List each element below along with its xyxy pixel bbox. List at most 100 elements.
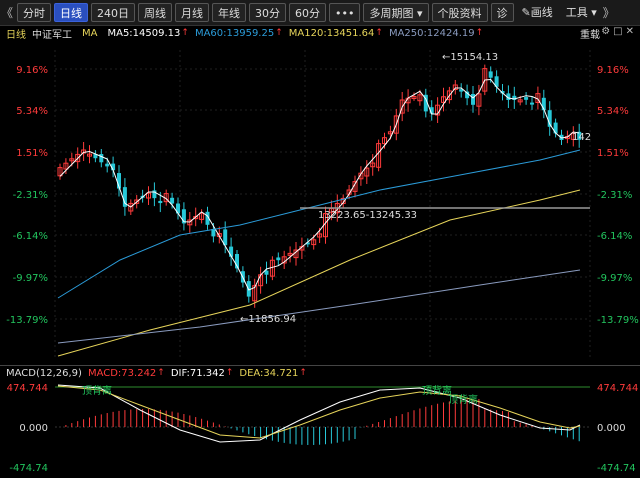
tab-intraday[interactable]: 分时 [17, 3, 51, 22]
tab-30min[interactable]: 30分 [249, 3, 286, 22]
up-arrow-icon: ↑ [157, 368, 165, 378]
up-arrow-icon: ↑ [375, 28, 383, 38]
macd-chart[interactable]: 474.744 0.000 -474.74 474.744 0.000 -474… [0, 380, 640, 478]
macd-info-bar: MACD(12,26,9) MACD:73.242 ↑ DIF:71.342 ↑ D… [0, 366, 640, 380]
candle-body [553, 122, 558, 134]
candle-body [488, 71, 493, 78]
candle-body [570, 132, 576, 140]
multi-period-button[interactable]: 多周期图 ▾ [363, 3, 429, 22]
candle-body [128, 202, 134, 212]
draw-line-button[interactable]: ✎画线 [517, 3, 558, 22]
dea-value: DEA:34.721 [239, 367, 299, 379]
multi-period-label: 多周期图 [369, 7, 414, 20]
dif-line [57, 384, 581, 443]
candle-body [452, 84, 458, 90]
candle-body [105, 163, 110, 167]
left-axis-label: 1.51% [16, 148, 48, 159]
candle-body [411, 96, 417, 100]
candle-body [317, 233, 323, 238]
nav-right-icon[interactable]: 》 [602, 6, 615, 20]
candle-body [517, 99, 523, 103]
tab-240day[interactable]: 240日 [91, 3, 135, 22]
ma60-line [57, 149, 581, 299]
left-axis-label: -6.14% [13, 231, 48, 242]
ma120-value: MA120:13451.64 [288, 27, 375, 39]
candlesticks [57, 64, 582, 308]
candle-body [399, 99, 405, 114]
divergence-signal: 顶背离 [422, 384, 452, 397]
settings-icon[interactable]: ⚙ [601, 26, 611, 37]
macd-params: MACD(12,26,9) [6, 367, 82, 379]
candle-body [117, 173, 121, 189]
tab-60min[interactable]: 60分 [289, 3, 326, 22]
candle-body [370, 162, 376, 168]
tab-monthly[interactable]: 月线 [175, 3, 209, 22]
ma-label: MA [82, 27, 98, 39]
macd-axis-bottom-right: -474.74 [597, 463, 636, 474]
tab-yearly[interactable]: 年线 [212, 3, 246, 22]
right-axis-label: -9.97% [597, 273, 632, 284]
maximize-icon[interactable]: □ [613, 26, 623, 37]
right-axis-label: -13.79% [597, 315, 639, 326]
tab-weekly[interactable]: 周线 [138, 3, 172, 22]
candle-body [176, 203, 180, 214]
diagnose-button[interactable]: 诊 [490, 3, 514, 22]
candle-body [441, 96, 446, 103]
chart-settings: ⚙ □ ✕ [601, 26, 634, 37]
candle-body [305, 242, 310, 245]
macd-axis-bottom-left: -474.74 [9, 463, 48, 474]
candle-body [181, 209, 186, 224]
candle-body [446, 90, 452, 101]
candle-body [152, 190, 157, 199]
candle-body [512, 95, 517, 100]
ma5-value: MA5:14509.13 [107, 27, 181, 39]
candle-body [229, 246, 234, 257]
candle-body [524, 97, 529, 100]
candle-body [287, 252, 293, 256]
reload-button[interactable]: 重载 [580, 30, 600, 41]
tools-button[interactable]: 工具 ▾ [561, 3, 602, 22]
chevron-down-icon: ▾ [416, 7, 423, 20]
candle-body [364, 167, 370, 177]
candle-body [423, 94, 428, 112]
dea-line [57, 385, 581, 439]
candle-body [146, 192, 151, 199]
up-arrow-icon: ↑ [275, 28, 283, 38]
left-axis-label: -9.97% [13, 273, 48, 284]
candle-body [211, 229, 216, 237]
draw-line-label: 画线 [530, 6, 553, 19]
close-icon[interactable]: ✕ [625, 26, 634, 37]
right-axis-label: -6.14% [597, 231, 632, 242]
stock-info-button[interactable]: 个股资料 [431, 3, 488, 22]
indicator-info-bar: 日线 中证军工 MA MA5:14509.13 ↑ MA60:13959.25 ↑ … [0, 26, 640, 41]
candle-body [205, 211, 210, 225]
candle-body [471, 94, 475, 105]
divergence-signal: 顶背离 [82, 384, 112, 397]
candle-body [69, 158, 75, 162]
dif-value: DIF:71.342 [170, 367, 225, 379]
candle-body [158, 200, 163, 204]
candle-body [276, 257, 281, 261]
candle-body [547, 110, 552, 127]
candle-body [382, 137, 387, 145]
ma250-value: MA250:12424.19 [388, 27, 475, 39]
up-arrow-icon: ↑ [181, 28, 189, 38]
tools-label: 工具 [565, 6, 588, 19]
candlestick-chart[interactable]: 9.16% 5.34% 1.51% -2.31% -6.14% -9.97% -… [0, 40, 640, 366]
ma5-line [59, 78, 580, 291]
up-arrow-icon: ↑ [225, 368, 234, 378]
nav-left-icon[interactable]: 《 [0, 6, 13, 20]
candle-body [577, 131, 582, 140]
ma120-line [57, 189, 581, 357]
candle-body [429, 107, 434, 114]
left-axis-label: 5.34% [16, 106, 48, 117]
tab-daily[interactable]: 日线 [54, 3, 88, 22]
index-name: 中证军工 [32, 29, 72, 41]
candle-body [63, 162, 69, 170]
ma60-value: MA60:13959.25 [194, 27, 275, 39]
macd-value: MACD:73.242 [87, 367, 157, 379]
candle-body [134, 199, 140, 204]
more-button[interactable]: ••• [329, 3, 361, 22]
count-annotation: 142 [572, 132, 591, 143]
right-axis-label: 5.34% [597, 106, 629, 117]
